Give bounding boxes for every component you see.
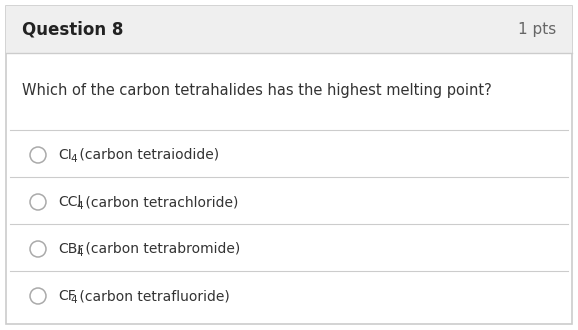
FancyBboxPatch shape — [6, 6, 572, 53]
Text: CF: CF — [58, 289, 76, 303]
Text: 1 pts: 1 pts — [518, 22, 556, 37]
Text: (carbon tetrachloride): (carbon tetrachloride) — [81, 195, 239, 209]
Text: 4: 4 — [71, 154, 77, 164]
Text: 4: 4 — [71, 295, 77, 305]
Text: CBr: CBr — [58, 242, 83, 256]
Text: Which of the carbon tetrahalides has the highest melting point?: Which of the carbon tetrahalides has the… — [22, 83, 492, 98]
Text: 4: 4 — [77, 248, 83, 258]
Text: Question 8: Question 8 — [22, 20, 123, 39]
Text: CI: CI — [58, 148, 72, 162]
Text: (carbon tetraiodide): (carbon tetraiodide) — [75, 148, 219, 162]
Text: (carbon tetrabromide): (carbon tetrabromide) — [81, 242, 240, 256]
Text: CCl: CCl — [58, 195, 81, 209]
FancyBboxPatch shape — [6, 6, 572, 324]
Text: (carbon tetrafluoride): (carbon tetrafluoride) — [75, 289, 229, 303]
Text: 4: 4 — [77, 201, 83, 211]
